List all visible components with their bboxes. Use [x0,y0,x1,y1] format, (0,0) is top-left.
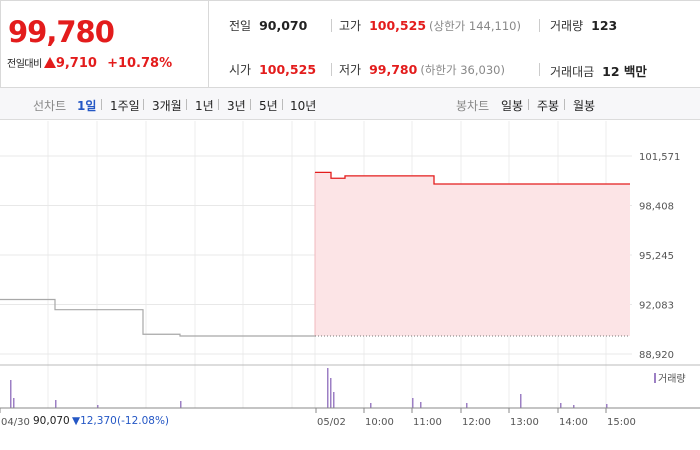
divider [186,99,187,110]
low-label: 저가 [339,63,362,77]
high-value: 100,525 [369,18,427,33]
divider [282,99,283,110]
y-tick-label: 101,571 [639,152,680,163]
amount-label: 거래대금 [550,65,595,79]
volume-bar [370,403,372,408]
price-box: 99,780 전일대비 9,710 +10.78% [1,1,209,89]
today-line [315,171,630,185]
tab-1y[interactable]: 1년 [195,99,214,113]
volume-bar [412,398,414,408]
y-tick-label: 88,920 [639,350,674,361]
tab-5y[interactable]: 5년 [259,99,278,113]
volume-bar [55,400,57,408]
volume-bar [327,368,329,408]
x-tick-label: 12:00 [462,417,491,428]
x-tick-label: 11:00 [413,417,442,428]
footer-change: ▼12,370 [72,415,117,427]
divider [250,99,251,110]
volume-bar [180,401,182,408]
volume-bar [420,402,422,408]
divider [331,19,332,32]
x-tick-label: 14:00 [559,417,588,428]
volume-value: 123 [591,18,618,33]
divider [528,99,529,110]
price-chart: 101,571 98,408 95,245 92,083 88,920 거래량 04/3… [0,121,700,450]
tab-3m[interactable]: 3개월 [152,99,182,113]
line-chart-label: 선차트 [33,99,67,113]
open-cell: 시가 100,525 [229,61,316,78]
tab-1w[interactable]: 1주일 [110,99,140,113]
quote-panel: 99,780 전일대비 9,710 +10.78% 전일 90,070 고가 100,… [0,0,700,89]
prev-close-cell: 전일 90,070 [229,17,307,34]
divider [218,99,219,110]
volume-bar [520,394,522,408]
volume-bar [606,404,608,408]
price-lines [0,171,630,337]
high-cell: 고가 100,525 (상한가 144,110) [339,17,521,34]
tab-3y[interactable]: 3년 [227,99,246,113]
prev-close-label: 전일 [229,19,252,33]
volume-bar [560,403,562,408]
divider [331,63,332,76]
x-tick-label: 15:00 [607,417,636,428]
chart-tabs: 선차트 1일 1주일 3개월 1년 3년 5년 10년 봉차트 일봉 주봉 월봉 [0,88,700,120]
today-area [315,172,630,337]
volume-bar [13,398,15,408]
x-tick-label: 05/02 [317,417,346,428]
divider [564,99,565,110]
up-triangle-icon [43,57,56,68]
volume-label: 거래량 [550,19,584,33]
volume-bars [10,368,608,408]
high-label: 고가 [339,19,362,33]
volume-bar [97,405,99,408]
divider [143,99,144,110]
footer-price: 90,070 [33,415,70,427]
current-price: 99,780 [8,15,115,49]
price-area [314,172,630,337]
y-axis: 101,571 98,408 95,245 92,083 88,920 [639,152,680,361]
prev-close-value: 90,070 [259,18,308,33]
y-tick-label: 98,408 [639,202,674,213]
tab-daily[interactable]: 일봉 [501,99,524,113]
volume-bar [330,378,332,408]
low-value: 99,780 [369,62,418,77]
volume-bar [333,392,335,408]
prev-day-line [0,298,315,337]
x-axis: 04/30 05/02 10:00 11:00 12:00 13:00 14:00 15:00 [0,408,636,428]
change-row: 전일대비 9,710 +10.78% [7,55,172,71]
divider [539,19,540,32]
low-cell: 저가 99,780 (하한가 36,030) [339,61,505,78]
tab-10y[interactable]: 10년 [290,99,317,113]
open-label: 시가 [229,63,252,77]
x-tick-label: 13:00 [510,417,539,428]
x-tick-label: 10:00 [365,417,394,428]
tab-monthly[interactable]: 월봉 [573,99,596,113]
volume-bar [10,380,12,408]
volume-cell: 거래량 123 [550,17,617,34]
x-tick-label: 04/30 [1,417,30,428]
y-tick-label: 92,083 [639,301,674,312]
tab-weekly[interactable]: 주봉 [537,99,560,113]
change-label: 전일대비 [7,59,42,70]
tab-1d[interactable]: 1일 [77,99,97,113]
y-tick-label: 95,245 [639,251,674,262]
upper-limit: (상한가 144,110) [429,19,521,33]
volume-bar [466,403,468,408]
amount-value: 12 백만 [602,64,647,79]
amount-cell: 거래대금 12 백만 [550,61,647,80]
volume-legend-icon [654,373,656,383]
change-rate: +10.78% [107,56,173,71]
candle-chart-label: 봉차트 [456,99,490,113]
volume-bar [573,405,575,408]
footer-rate: (-12.08%) [117,415,170,427]
change-value: 9,710 [55,56,97,71]
volume-legend-label: 거래량 [658,373,686,385]
divider [101,99,102,110]
lower-limit: (하한가 36,030) [420,63,505,77]
divider [539,63,540,76]
open-value: 100,525 [259,62,317,77]
